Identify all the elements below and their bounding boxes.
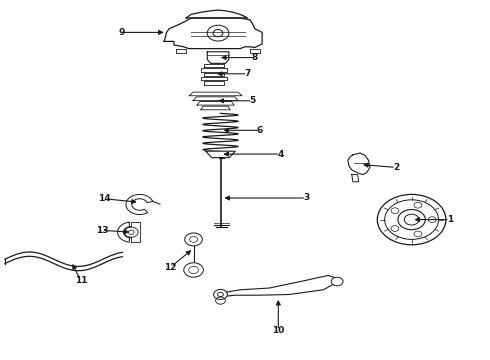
Polygon shape bbox=[204, 64, 224, 67]
Polygon shape bbox=[250, 49, 260, 53]
Polygon shape bbox=[207, 52, 229, 63]
Polygon shape bbox=[348, 153, 370, 175]
Text: 5: 5 bbox=[249, 96, 255, 105]
Text: 14: 14 bbox=[98, 194, 111, 203]
Polygon shape bbox=[164, 18, 262, 49]
Polygon shape bbox=[201, 77, 227, 80]
Text: 12: 12 bbox=[164, 263, 177, 271]
Text: 6: 6 bbox=[257, 126, 263, 135]
Circle shape bbox=[414, 231, 422, 237]
Circle shape bbox=[391, 208, 399, 213]
Text: 10: 10 bbox=[272, 326, 285, 335]
Text: 1: 1 bbox=[447, 215, 453, 224]
Text: 8: 8 bbox=[252, 53, 258, 62]
Circle shape bbox=[185, 233, 202, 246]
Text: 11: 11 bbox=[74, 276, 87, 285]
Circle shape bbox=[214, 289, 227, 300]
Circle shape bbox=[414, 202, 422, 208]
Polygon shape bbox=[352, 175, 359, 182]
Circle shape bbox=[377, 194, 446, 245]
Circle shape bbox=[124, 227, 138, 237]
Circle shape bbox=[398, 210, 425, 230]
Polygon shape bbox=[201, 106, 230, 110]
Polygon shape bbox=[204, 81, 224, 85]
Polygon shape bbox=[193, 97, 238, 100]
Polygon shape bbox=[218, 275, 338, 297]
Circle shape bbox=[391, 226, 399, 231]
Text: 4: 4 bbox=[277, 150, 284, 158]
Polygon shape bbox=[186, 10, 247, 18]
Text: 9: 9 bbox=[118, 28, 125, 37]
Text: 7: 7 bbox=[244, 69, 251, 78]
Polygon shape bbox=[118, 222, 130, 242]
Polygon shape bbox=[201, 68, 227, 72]
Circle shape bbox=[331, 277, 343, 286]
Text: 3: 3 bbox=[303, 194, 309, 202]
Text: 13: 13 bbox=[96, 226, 108, 235]
Polygon shape bbox=[197, 102, 234, 105]
Circle shape bbox=[428, 217, 436, 222]
Polygon shape bbox=[131, 222, 140, 242]
Polygon shape bbox=[189, 92, 242, 96]
Circle shape bbox=[184, 263, 203, 277]
Polygon shape bbox=[204, 73, 224, 76]
Polygon shape bbox=[206, 151, 235, 158]
Polygon shape bbox=[126, 194, 153, 215]
Text: 2: 2 bbox=[393, 163, 399, 172]
Polygon shape bbox=[176, 49, 186, 53]
